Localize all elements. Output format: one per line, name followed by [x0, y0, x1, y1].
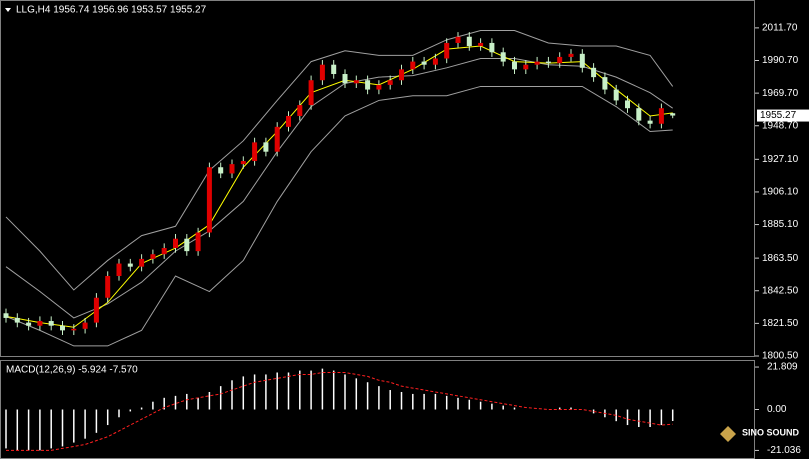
y-tick-label: 1927.10 [762, 154, 799, 165]
candle-body [523, 64, 529, 70]
candle-body [48, 321, 54, 326]
candle-body [658, 108, 664, 124]
y-tick-label: 1990.70 [762, 55, 799, 66]
candle-body [591, 67, 597, 78]
y-tick-label: 1842.50 [762, 285, 799, 296]
candle-body [613, 89, 619, 101]
price-frame [0, 0, 755, 357]
candle-body [274, 126, 280, 152]
candle-body [161, 248, 167, 255]
candle-body [252, 142, 258, 162]
candle-body [365, 80, 371, 90]
candle-body [26, 322, 32, 326]
candle-body [331, 64, 337, 75]
y-tick-label: 21.809 [767, 362, 798, 373]
candle-body [466, 36, 472, 47]
candle-body [353, 80, 359, 84]
y-tick-label: 1948.70 [762, 120, 799, 131]
candle-body [71, 328, 77, 331]
candle-body [421, 61, 427, 65]
candle-body [636, 108, 642, 121]
candle-body [319, 64, 325, 81]
candle-body [3, 313, 9, 318]
candle-body [297, 105, 303, 116]
y-tick-label: 2011.70 [762, 23, 798, 34]
candle-body [37, 321, 43, 326]
candle-body [602, 77, 608, 90]
candle-body [432, 58, 438, 65]
candle-body [444, 42, 450, 59]
candle-body [410, 61, 416, 70]
candle-body [670, 113, 676, 116]
candle-body [647, 120, 653, 124]
candle-body [229, 164, 235, 174]
candle-body [127, 263, 133, 267]
candle-body [286, 115, 291, 127]
candle-body [387, 80, 393, 85]
candle-body [568, 53, 574, 57]
candle-body [455, 36, 461, 43]
menu-arrow [5, 8, 11, 12]
y-tick-label: 1885.10 [762, 219, 799, 230]
candle-body [206, 167, 212, 233]
price-tag-label: 1955.27 [760, 110, 797, 121]
candle-body [150, 254, 156, 259]
candle-body [579, 53, 585, 68]
candle-body [308, 80, 314, 106]
lower-band [5, 85, 673, 347]
y-tick-label: -21.036 [767, 445, 801, 456]
upper-band [5, 30, 674, 291]
candle-body [512, 61, 517, 70]
candle-body [534, 61, 540, 65]
y-tick-label: 1906.10 [762, 187, 799, 198]
candle-body [139, 258, 145, 267]
candle-body [173, 238, 178, 249]
candle-body [218, 167, 224, 174]
candle-body [82, 322, 88, 329]
candle-body [545, 61, 551, 64]
candle-body [105, 275, 111, 298]
y-tick-label: 1969.70 [762, 88, 799, 99]
candle-body [263, 142, 269, 152]
y-tick-label: 1800.50 [762, 351, 799, 362]
candle-body [342, 74, 348, 84]
signal-line [6, 372, 673, 451]
candle-body [93, 297, 99, 323]
price-title: LLG,H4 1956.74 1956.96 1953.57 1955.27 [16, 5, 207, 16]
candle-body [500, 52, 506, 62]
candle-body [240, 161, 246, 165]
logo-icon [720, 426, 736, 442]
macd-title: MACD(12,26,9) -5.924 -7.570 [6, 365, 138, 376]
price-tag [757, 109, 809, 122]
candle-body [376, 84, 382, 90]
candle-body [195, 232, 201, 252]
candle-body [625, 100, 630, 109]
watermark: SINO SOUND [742, 427, 800, 437]
y-tick-label: 0.00 [767, 404, 787, 415]
candle-body [478, 42, 484, 47]
candle-body [557, 56, 563, 64]
candle-body [399, 69, 404, 81]
candle-body [184, 238, 190, 252]
candle-body [60, 325, 65, 331]
y-tick-label: 1821.50 [762, 318, 799, 329]
y-tick-label: 1863.50 [762, 253, 799, 264]
candle-body [489, 42, 495, 53]
candle-body [14, 317, 20, 323]
candle-body [116, 263, 122, 276]
